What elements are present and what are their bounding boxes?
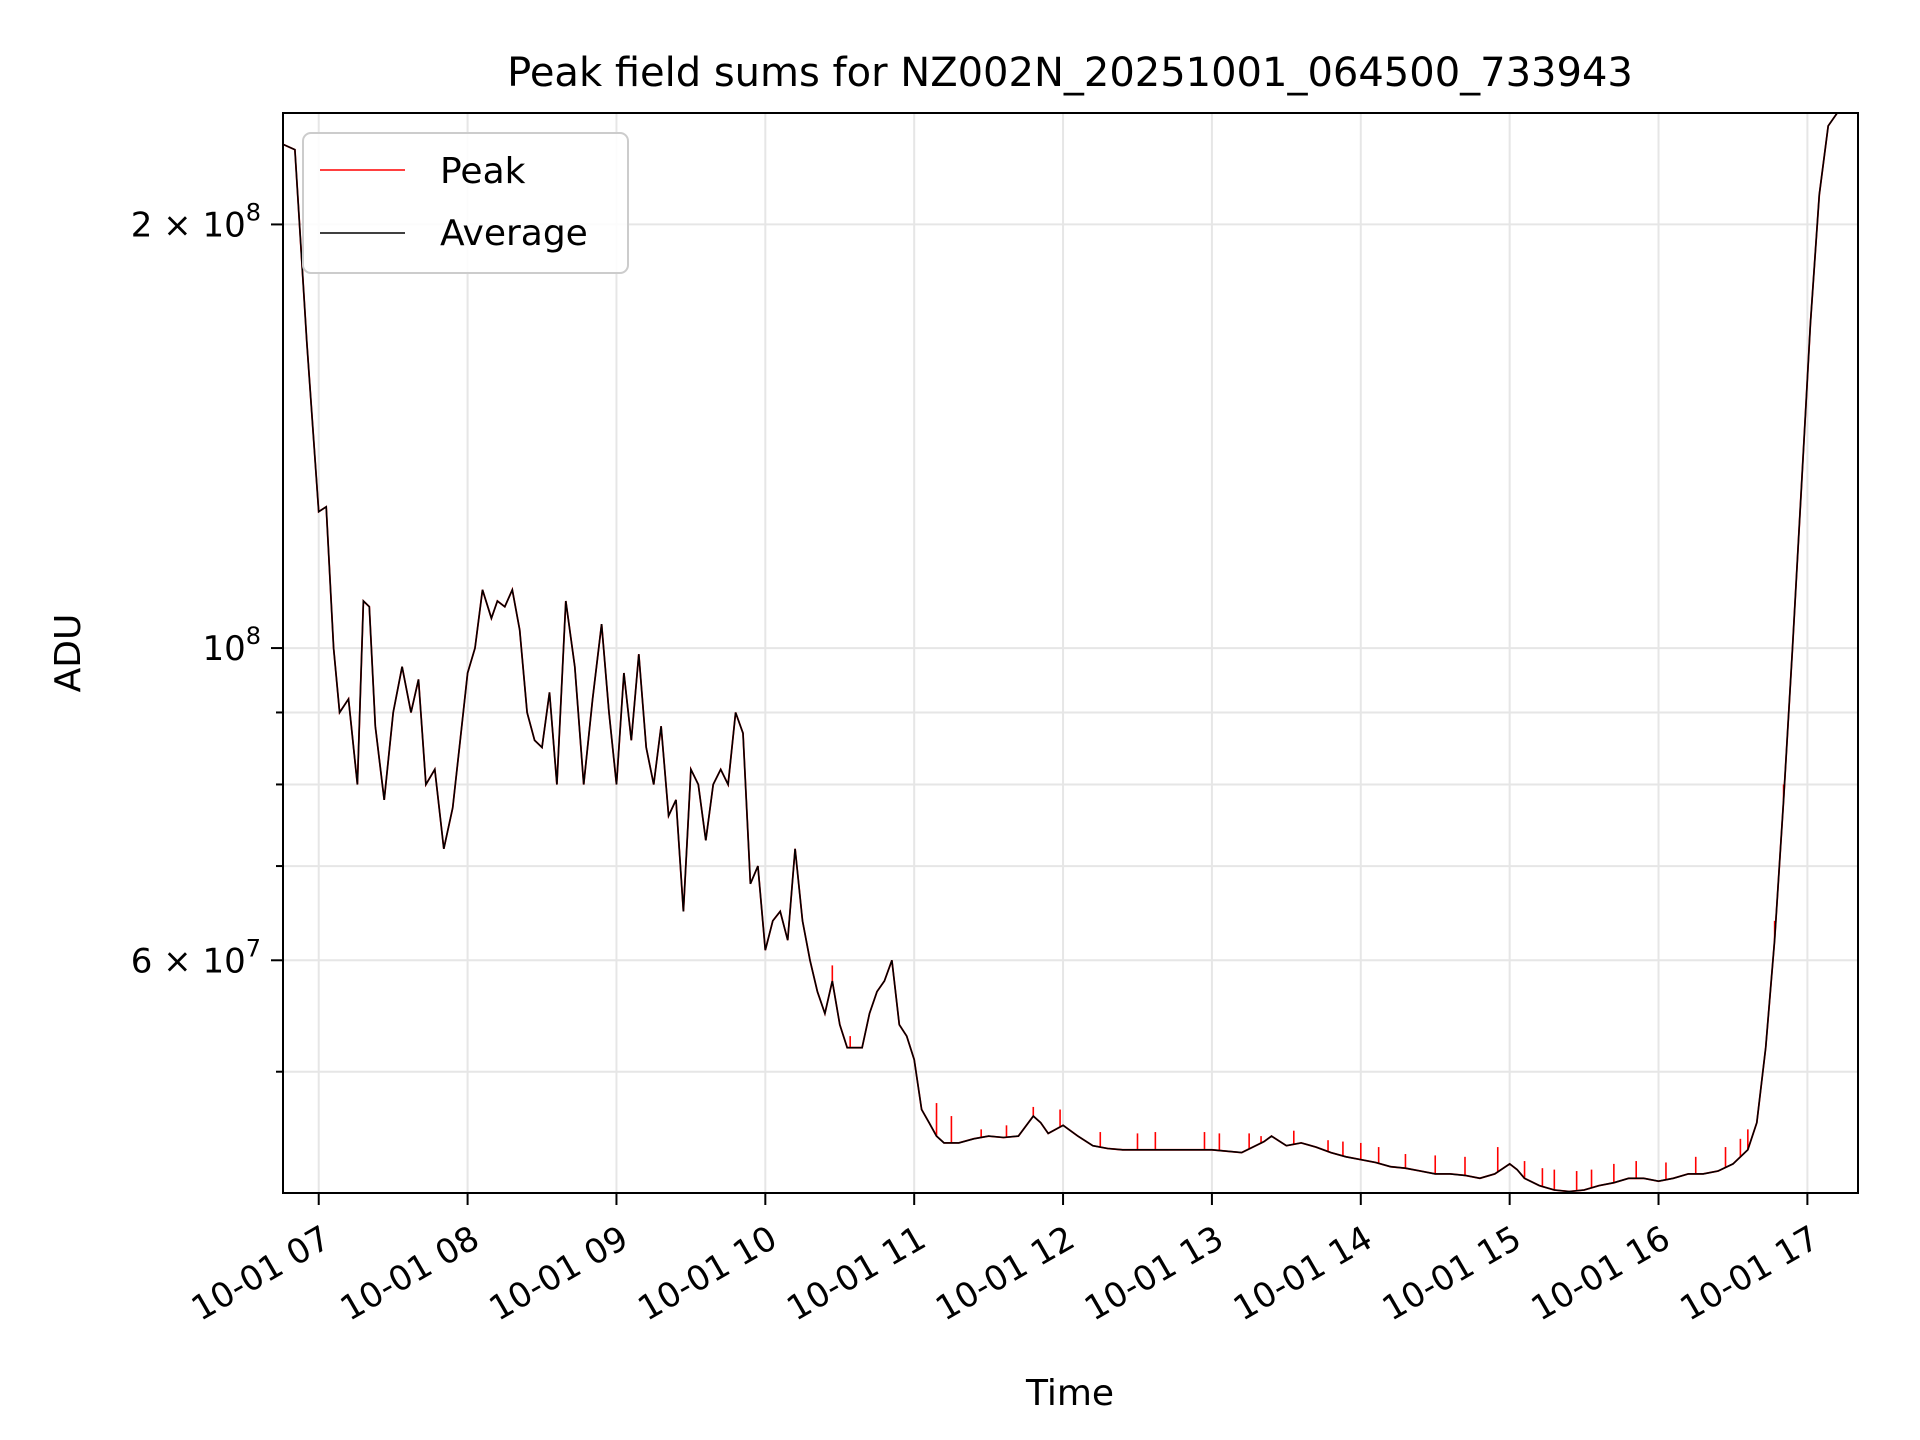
plot-frame	[282, 112, 1859, 1194]
average-series-line	[282, 112, 1838, 1193]
chart-title: Peak field sums for NZ002N_20251001_0645…	[507, 50, 1633, 96]
x-axis-label: Time	[1025, 1373, 1114, 1414]
grid	[283, 113, 1858, 1193]
legend: Peak Average	[302, 132, 629, 274]
y-tick-label: 6 × 107	[131, 934, 261, 981]
legend-box	[302, 132, 629, 274]
plot-lines	[282, 112, 1838, 1193]
legend-peak-label: Peak	[440, 151, 526, 192]
y-axis-label: ADU	[48, 614, 89, 693]
legend-average-label: Average	[440, 213, 588, 254]
y-tick-label: 2 × 108	[131, 198, 261, 245]
